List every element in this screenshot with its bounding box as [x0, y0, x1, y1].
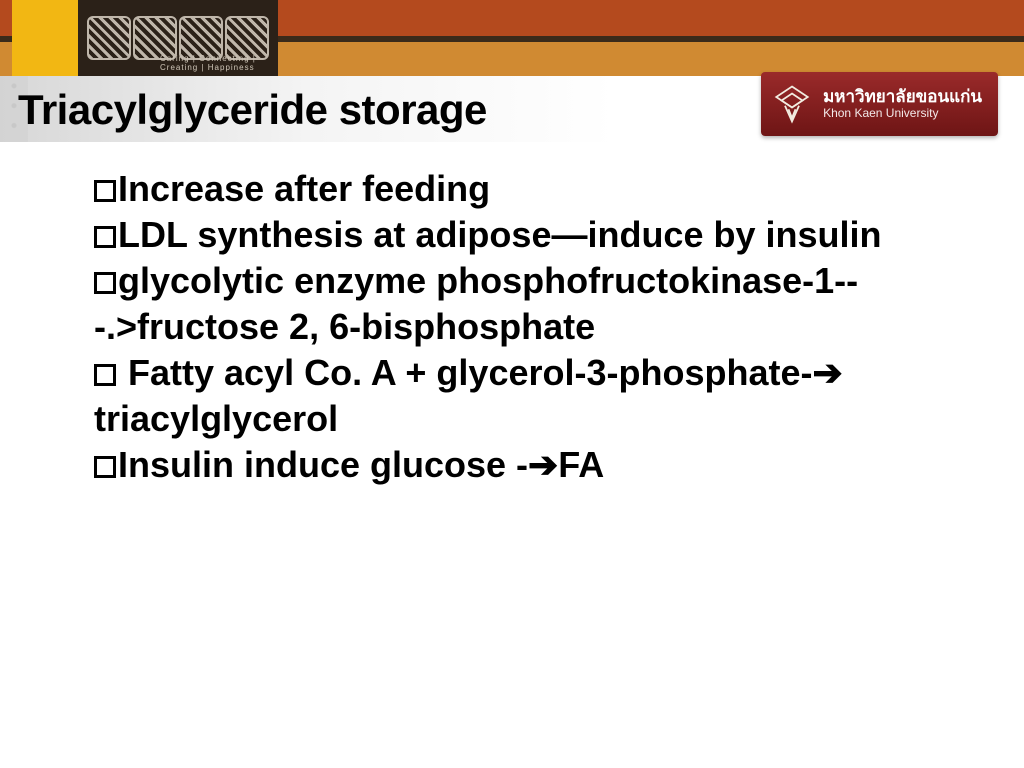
bullet-text-post: FA — [558, 444, 604, 485]
university-badge: มหาวิทยาลัยขอนแก่น Khon Kaen University — [761, 72, 998, 136]
banner-yellow-block — [12, 0, 78, 76]
arrow-icon: ➔ — [528, 442, 558, 488]
top-banner: Caring | Connecting | Creating | Happine… — [0, 0, 1024, 76]
arrow-icon: ➔ — [812, 350, 842, 396]
slide-title: Triacylglyceride storage — [0, 84, 487, 134]
bullet-text-post: triacylglycerol — [94, 398, 338, 439]
slide-content: Increase after feeding LDL synthesis at … — [0, 142, 1024, 489]
bullet-square-icon — [94, 180, 116, 202]
bullet-square-icon — [94, 456, 116, 478]
pattern-glyph — [87, 16, 131, 60]
banner-tagline: Caring | Connecting | Creating | Happine… — [160, 54, 278, 72]
bullet-item-3: glycolytic enzyme phosphofructokinase-1-… — [94, 258, 954, 350]
university-logo-icon — [771, 83, 813, 125]
bullet-item-5: Insulin induce glucose -➔FA — [94, 442, 954, 488]
bullet-text-pre: Insulin induce glucose - — [118, 444, 528, 485]
bullet-item-2: LDL synthesis at adipose—induce by insul… — [94, 212, 954, 258]
university-text: มหาวิทยาลัยขอนแก่น Khon Kaen University — [823, 87, 982, 120]
title-row: Triacylglyceride storage มหาวิทยาลัยขอนแ… — [0, 76, 1024, 142]
university-name-eng: Khon Kaen University — [823, 107, 982, 121]
bullet-item-4: Fatty acyl Co. A + glycerol-3-phosphate-… — [94, 350, 954, 442]
banner-pattern-block: Caring | Connecting | Creating | Happine… — [78, 0, 278, 76]
bullet-square-icon — [94, 272, 116, 294]
bullet-text: glycolytic enzyme phosphofructokinase-1-… — [94, 260, 858, 347]
bullet-text: Increase after feeding — [118, 168, 490, 209]
bullet-text-pre: Fatty acyl Co. A + glycerol-3-phosphate- — [118, 352, 812, 393]
bullet-text: LDL synthesis at adipose—induce by insul… — [118, 214, 882, 255]
bullet-square-icon — [94, 226, 116, 248]
bullet-square-icon — [94, 364, 116, 386]
university-name-thai: มหาวิทยาลัยขอนแก่น — [823, 87, 982, 107]
bullet-item-1: Increase after feeding — [94, 166, 954, 212]
bullet-list: Increase after feeding LDL synthesis at … — [94, 166, 954, 489]
